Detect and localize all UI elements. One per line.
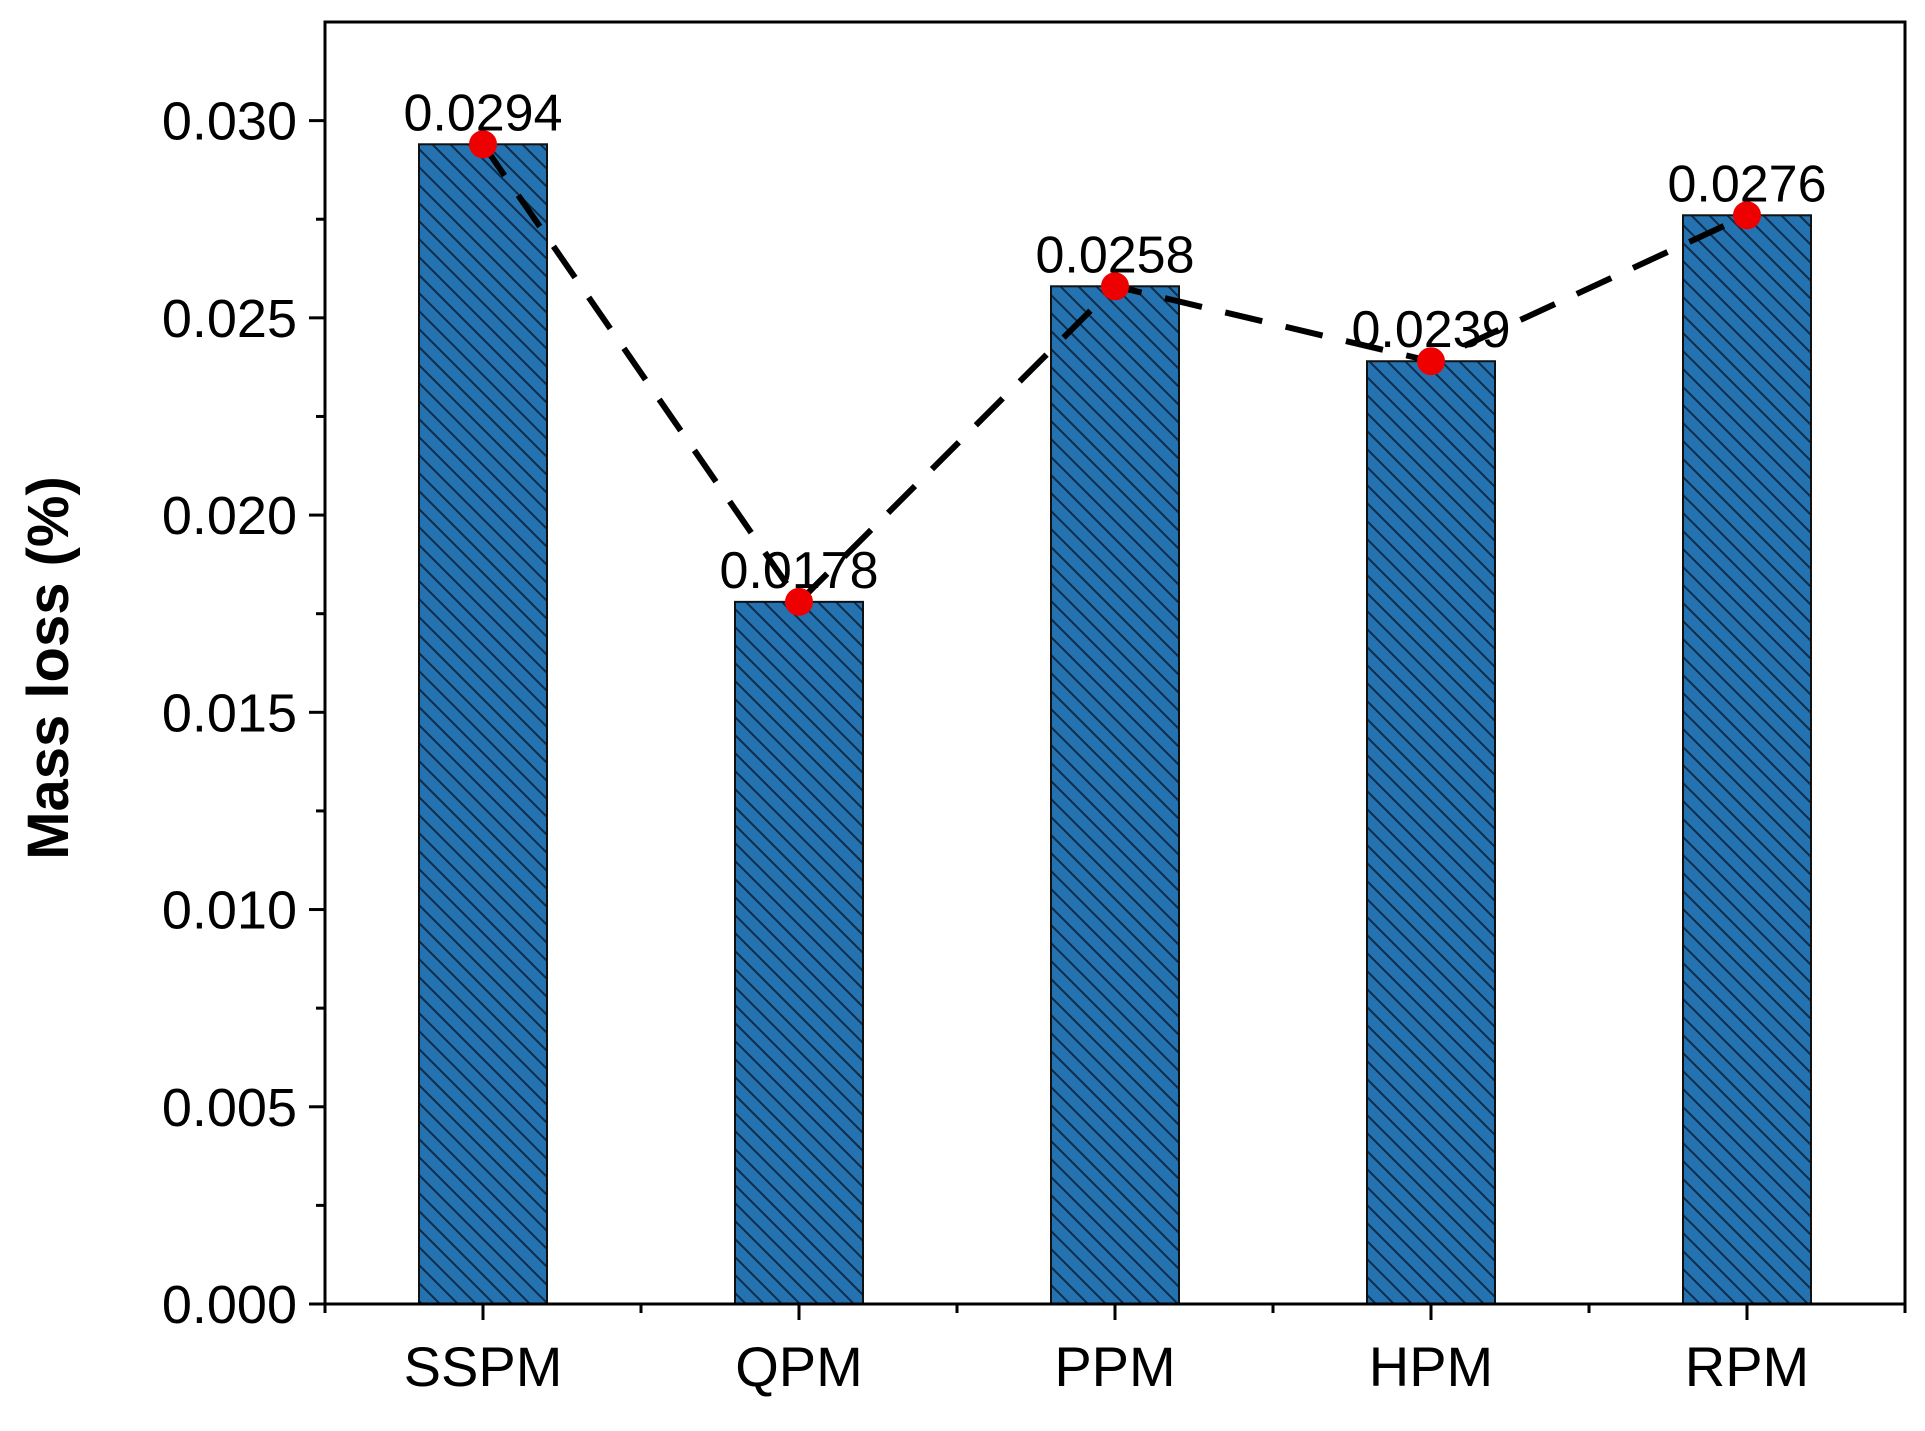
data-label-hpm: 0.0239 [1351, 301, 1510, 359]
marker-ppm [1101, 272, 1129, 301]
marker-qpm [785, 587, 813, 616]
bar-qpm [734, 600, 864, 1305]
x-tick-label-rpm: RPM [1685, 1335, 1809, 1398]
x-tick-label-qpm: QPM [735, 1335, 863, 1398]
bar-ppm [1050, 285, 1180, 1305]
y-axis-label: Mass loss (%) [16, 476, 81, 860]
marker-sspm [469, 130, 497, 159]
bar-sspm [418, 143, 548, 1305]
x-tick-label-hpm: HPM [1369, 1335, 1493, 1398]
y-tick-label: 0.015 [162, 683, 297, 743]
x-tick-label-ppm: PPM [1054, 1335, 1175, 1398]
bar-hpm [1366, 360, 1496, 1305]
y-tick-label: 0.010 [162, 881, 297, 941]
y-tick-label: 0.005 [162, 1078, 297, 1138]
y-tick-label: 0.000 [162, 1275, 297, 1335]
x-tick-label-sspm: SSPM [404, 1335, 563, 1398]
marker-hpm [1417, 347, 1445, 376]
bar-rpm [1682, 214, 1812, 1306]
data-label-sspm: 0.0294 [403, 84, 562, 142]
y-tick-label: 0.020 [162, 486, 297, 546]
trend-line-layer [469, 130, 1761, 616]
data-label-ppm: 0.0258 [1035, 226, 1194, 284]
bars-layer [418, 143, 1812, 1306]
y-tick-label: 0.030 [162, 92, 297, 152]
y-tick-label: 0.025 [162, 289, 297, 349]
data-label-qpm: 0.0178 [719, 542, 878, 600]
data-label-rpm: 0.0276 [1667, 155, 1826, 213]
data-labels-layer: 0.0294 0.0178 0.0258 0.0239 0.0276 [403, 84, 1826, 600]
marker-rpm [1733, 201, 1761, 230]
axes-layer: 0.000 0.005 0.010 0.015 0.020 0.025 0.030 SSPM Q… [162, 20, 1907, 1398]
